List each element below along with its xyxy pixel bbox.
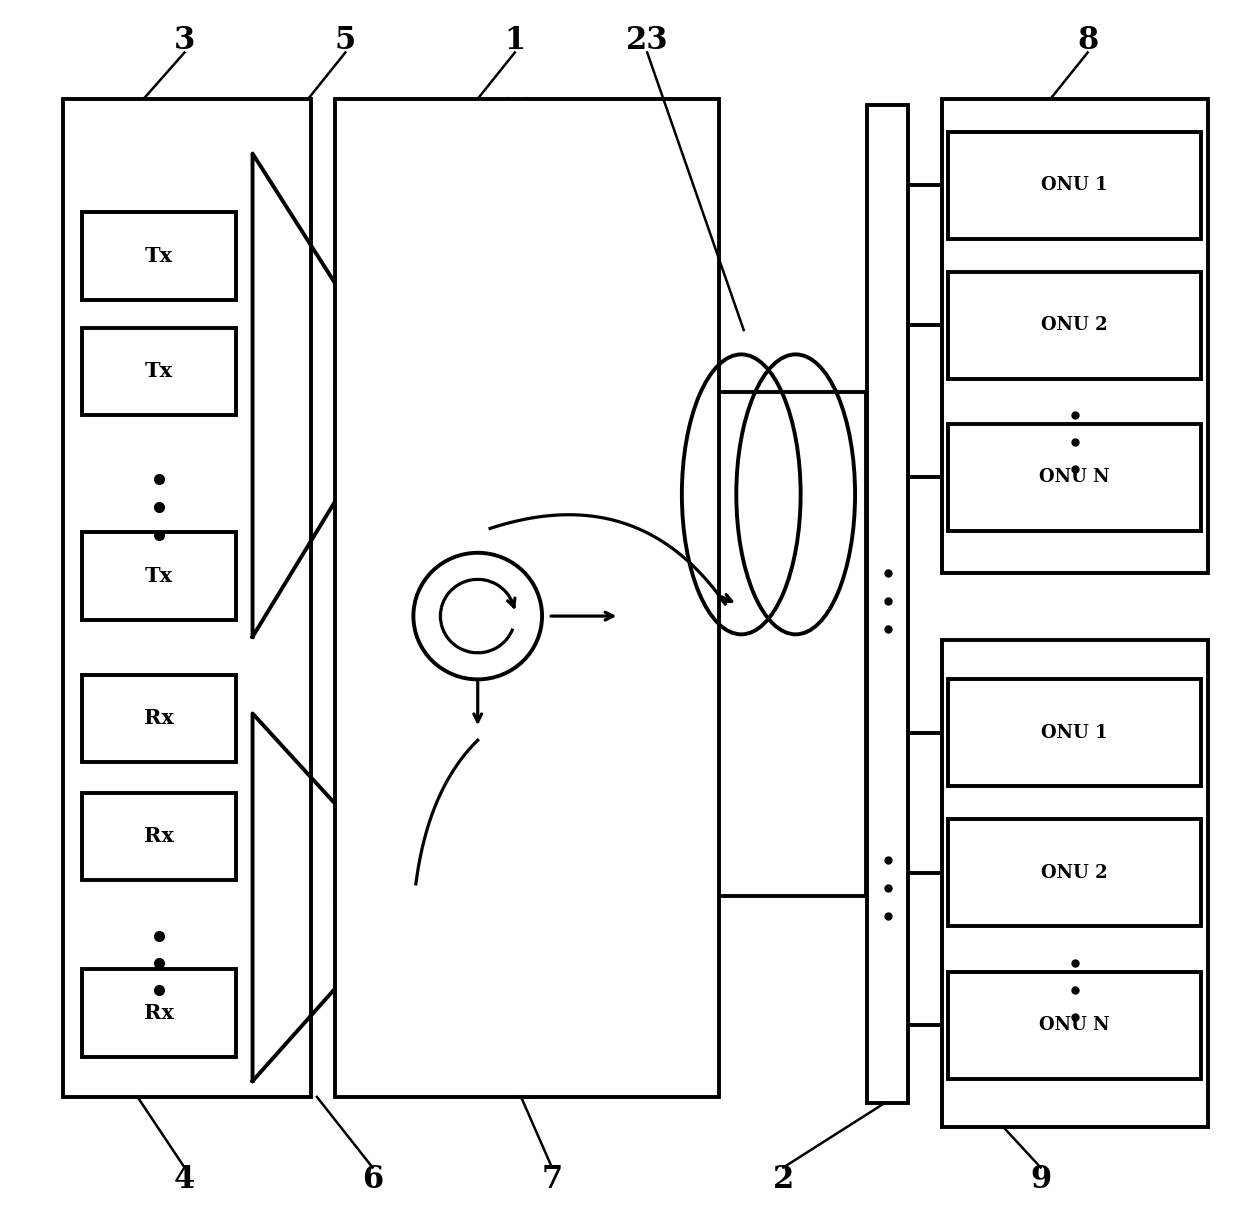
Text: 8: 8: [1078, 24, 1099, 56]
Text: ONU 2: ONU 2: [1042, 864, 1109, 882]
Bar: [82, 969, 237, 1057]
Bar: [947, 820, 1202, 926]
Text: ONU N: ONU N: [1039, 468, 1110, 487]
Bar: [941, 640, 1208, 1127]
Text: 6: 6: [362, 1164, 383, 1196]
Bar: [947, 132, 1202, 239]
Text: 3: 3: [174, 24, 195, 56]
Text: Rx: Rx: [144, 826, 174, 847]
Bar: [63, 99, 311, 1097]
Text: 4: 4: [174, 1164, 195, 1196]
Text: ONU 2: ONU 2: [1042, 316, 1109, 334]
Bar: [82, 328, 237, 415]
Bar: [868, 105, 908, 1103]
Text: ONU N: ONU N: [1039, 1016, 1110, 1035]
Text: ONU 1: ONU 1: [1042, 176, 1109, 194]
Bar: [82, 212, 237, 300]
Text: Rx: Rx: [144, 709, 174, 728]
Text: Rx: Rx: [144, 1003, 174, 1022]
Bar: [947, 423, 1202, 531]
Text: 9: 9: [1030, 1164, 1052, 1196]
Text: 5: 5: [335, 24, 356, 56]
Bar: [947, 971, 1202, 1078]
Text: 7: 7: [542, 1164, 563, 1196]
Text: 2: 2: [773, 1164, 794, 1196]
Text: Tx: Tx: [145, 566, 174, 586]
Bar: [947, 680, 1202, 787]
Bar: [82, 675, 237, 762]
Bar: [336, 99, 719, 1097]
Text: ONU 1: ONU 1: [1042, 723, 1109, 742]
Text: 1: 1: [505, 24, 526, 56]
Text: Tx: Tx: [145, 361, 174, 382]
Text: Tx: Tx: [145, 245, 174, 266]
Bar: [947, 272, 1202, 378]
Bar: [82, 532, 237, 620]
Bar: [941, 99, 1208, 573]
Text: 23: 23: [626, 24, 668, 56]
Bar: [82, 793, 237, 880]
